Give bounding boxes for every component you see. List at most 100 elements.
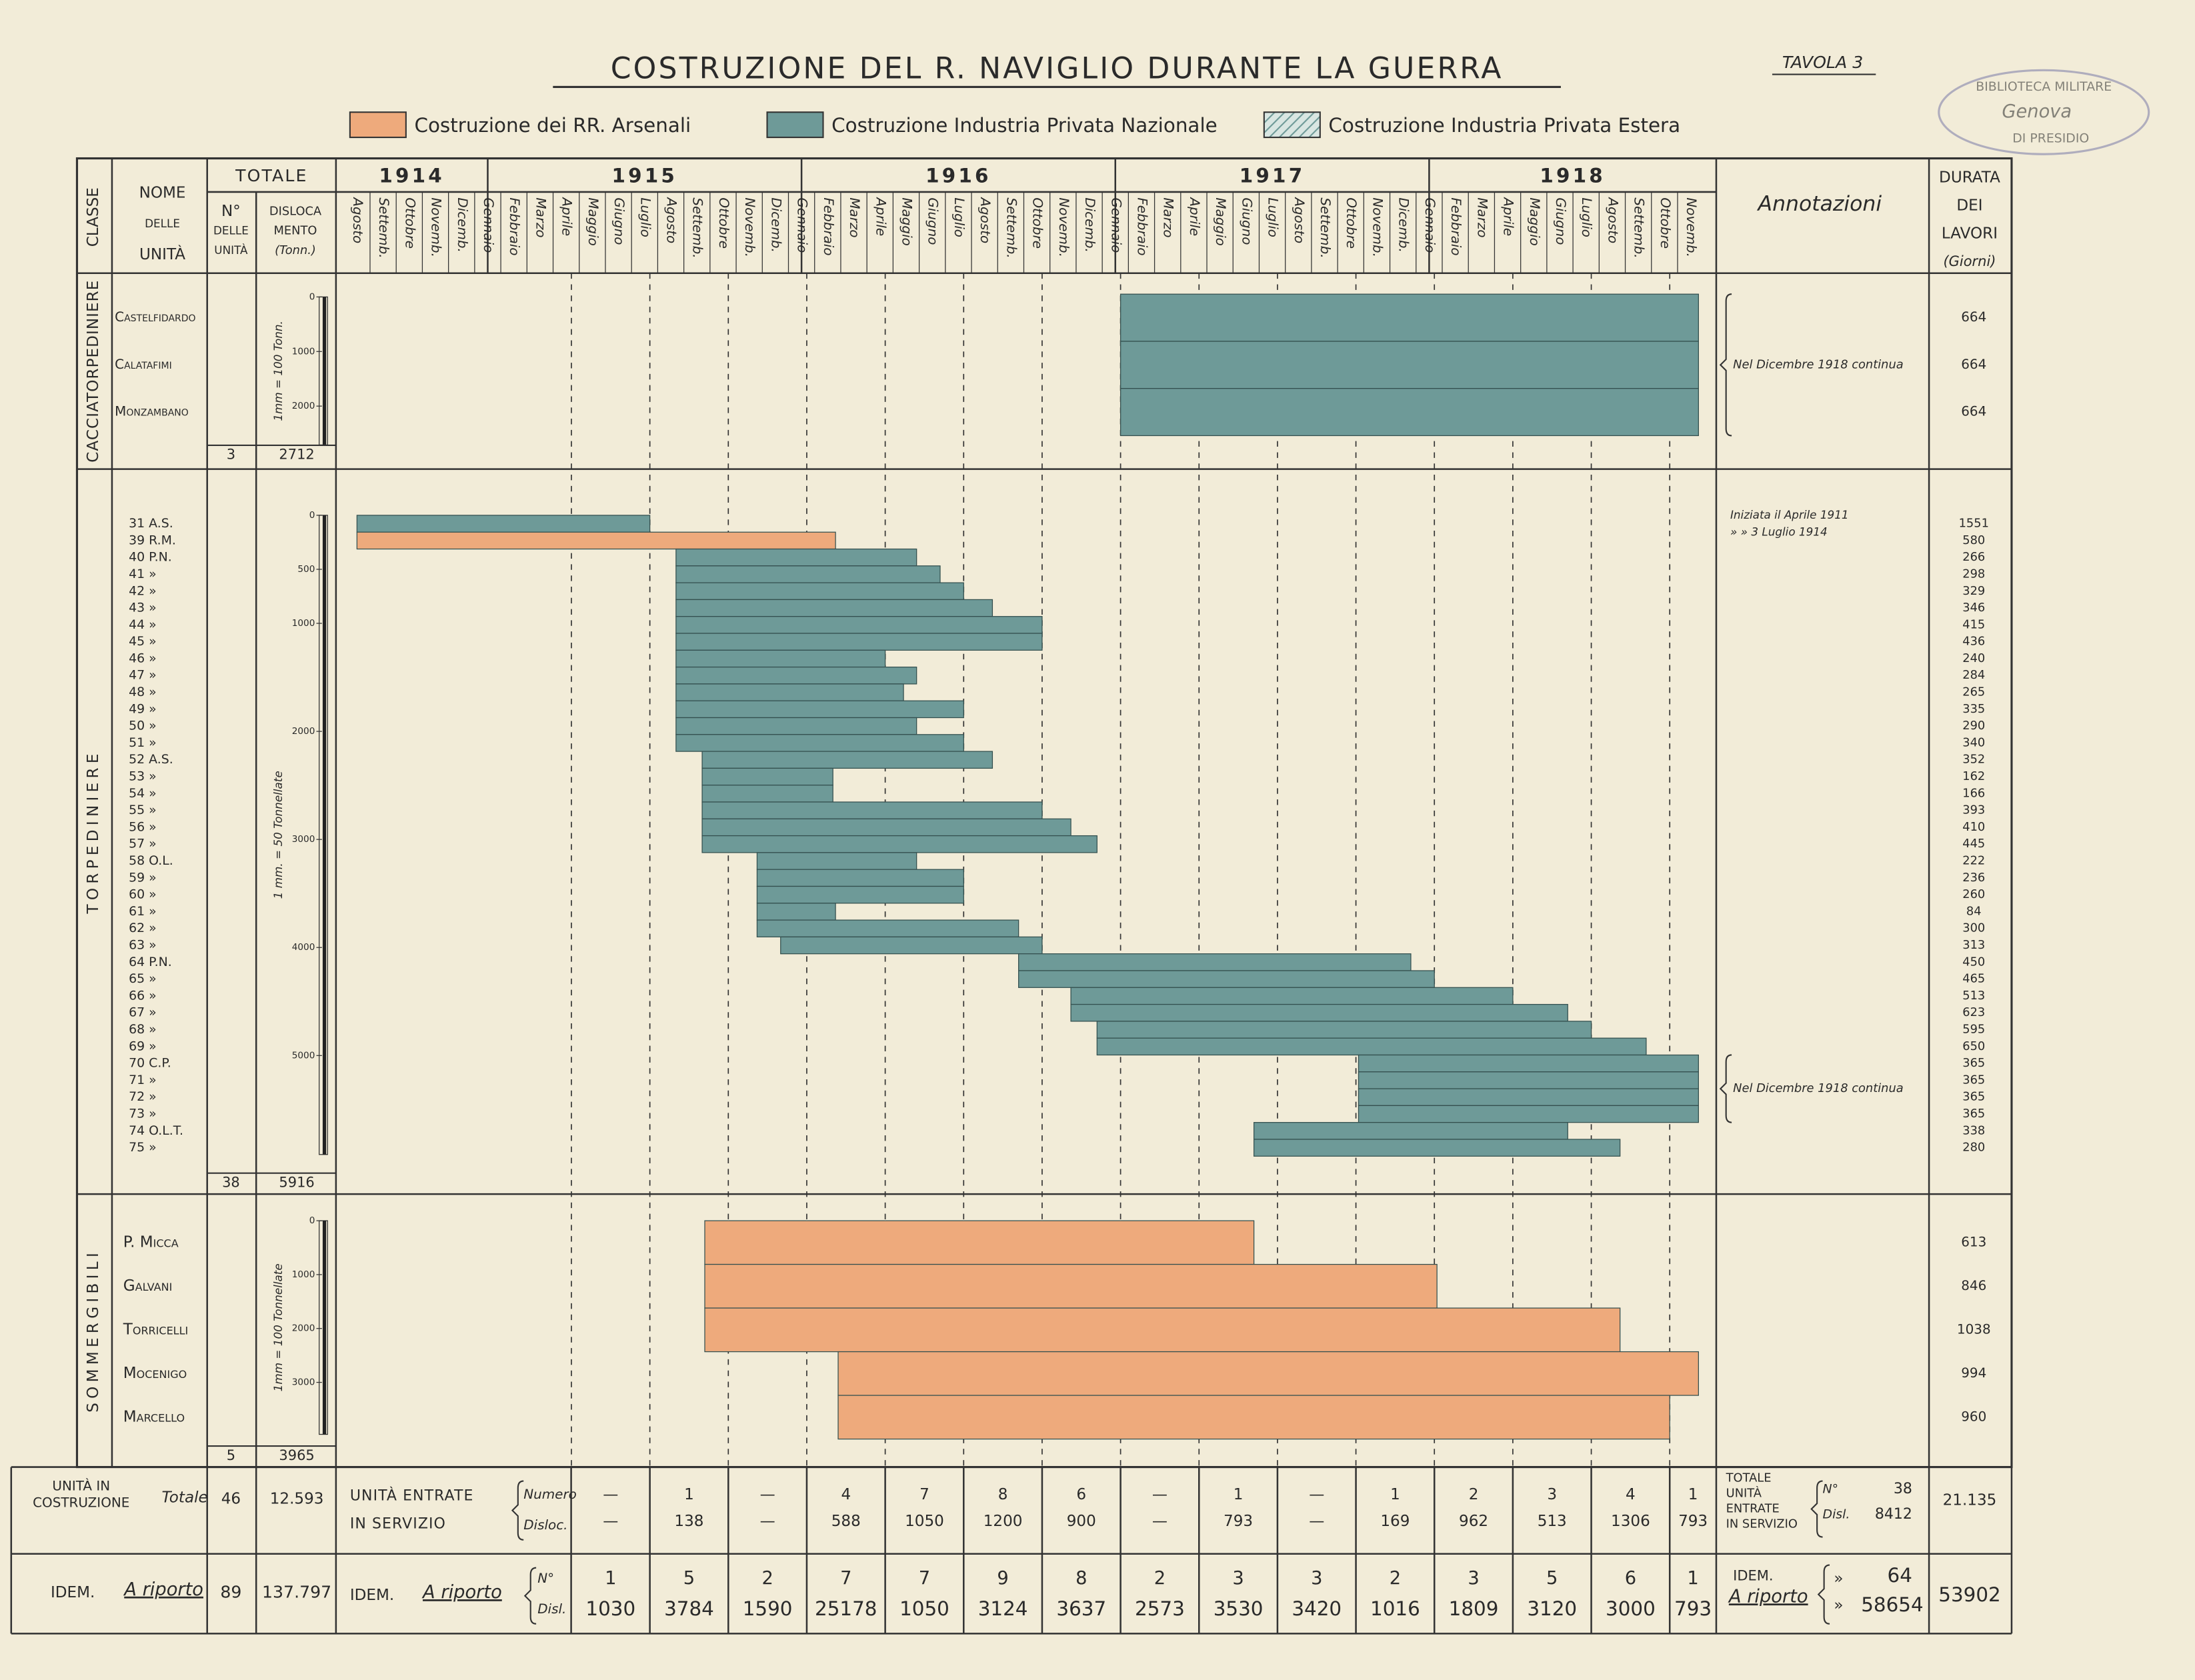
duration: 415 xyxy=(1962,617,1985,631)
footer-displacement-value: 1200 xyxy=(983,1513,1023,1530)
carried-row-label: IDEM. xyxy=(350,1587,394,1604)
class-name: TORPEDINIERE xyxy=(85,749,102,914)
header-dislocamento: DISLOCA xyxy=(269,204,322,218)
brace xyxy=(1719,1054,1732,1123)
footer-label: UNITÀ IN xyxy=(52,1477,110,1493)
header-numero: DELLE xyxy=(213,224,249,237)
bar xyxy=(837,1395,1670,1440)
unit-name: 67 » xyxy=(129,1005,157,1020)
bar xyxy=(704,1307,1621,1353)
group-count: 5 xyxy=(227,1447,235,1463)
month-label: Maggio xyxy=(1213,197,1229,245)
unit-name: 47 » xyxy=(129,668,157,683)
scale-tick-label: 0 xyxy=(309,510,315,521)
bar xyxy=(701,785,833,803)
legend-swatch xyxy=(766,111,824,139)
scale-tick-label: 1000 xyxy=(292,346,315,357)
bar xyxy=(675,649,886,668)
duration: 340 xyxy=(1962,735,1985,749)
duration: 623 xyxy=(1962,1005,1985,1019)
month-label: Dicemb. xyxy=(455,197,471,253)
footer-displacement-value: 588 xyxy=(831,1513,861,1530)
footer-days-total: 21.135 xyxy=(1943,1491,1997,1509)
header-durata: DEI xyxy=(1956,197,1982,214)
year-label: 1916 xyxy=(925,164,991,187)
year-label: 1917 xyxy=(1240,164,1306,187)
unit-name: 72 » xyxy=(129,1089,157,1104)
scale-bar xyxy=(322,1221,327,1435)
month-label: Maggio xyxy=(585,197,601,245)
bar xyxy=(675,548,917,567)
carried-displacement-value: 3120 xyxy=(1527,1597,1577,1620)
unit-name: 46 » xyxy=(129,651,157,665)
brace xyxy=(1817,1564,1830,1625)
duration: 84 xyxy=(1966,904,1982,918)
carried-displacement-value: 3637 xyxy=(1056,1597,1106,1620)
bar xyxy=(675,599,993,617)
footer-number: 1 xyxy=(684,1486,694,1503)
stamp: BIBLIOTECA MILITARE Genova DI PRESIDIO xyxy=(1938,69,2150,155)
month-label: Febbraio xyxy=(1448,197,1464,255)
duration: 410 xyxy=(1962,820,1985,834)
bar xyxy=(756,885,964,904)
footer-total-label: IN SERVIZIO xyxy=(1726,1517,1798,1531)
unit-name: 56 » xyxy=(129,819,157,834)
header-dislocamento: MENTO xyxy=(274,224,317,238)
group-count: 3 xyxy=(227,447,235,463)
footer-number: — xyxy=(760,1486,775,1503)
header-numero: N° xyxy=(221,203,241,220)
duration: 240 xyxy=(1962,651,1985,665)
bar xyxy=(675,565,941,583)
month-label: Agosto xyxy=(1292,196,1308,243)
class-name: CACCIATORPEDINIERE xyxy=(85,280,102,463)
unit-name: 49 » xyxy=(129,701,157,716)
unit-note: Iniziata il Aprile 1911 xyxy=(1730,508,1849,521)
footer-count: 46 xyxy=(221,1490,241,1507)
month-label: Febbraio xyxy=(1134,197,1150,255)
duration: 280 xyxy=(1962,1141,1985,1155)
bar xyxy=(837,1351,1699,1396)
carried-number: 8 xyxy=(1075,1568,1087,1589)
unit-name: Castelfidardo xyxy=(115,309,195,325)
unit-name: 55 » xyxy=(129,803,157,817)
carried-label: IDEM. xyxy=(51,1584,95,1601)
bar xyxy=(704,1220,1255,1265)
footer-total-label: ENTRATE xyxy=(1726,1502,1780,1516)
duration: 465 xyxy=(1962,972,1985,986)
brace xyxy=(511,1480,524,1541)
month-label: Ottobre xyxy=(402,197,418,249)
month-label: Settemb. xyxy=(1003,197,1019,258)
unit-name: 60 » xyxy=(129,887,157,902)
carried-total-label: IDEM. xyxy=(1733,1567,1773,1583)
unit-name: 64 P.N. xyxy=(129,955,172,969)
carried-number: 3 xyxy=(1468,1568,1479,1589)
month-label: Settemb. xyxy=(1632,197,1648,258)
bar xyxy=(701,767,833,786)
duration: 352 xyxy=(1962,753,1985,767)
month-label: Marzo xyxy=(1161,197,1177,237)
group-displacement: 5916 xyxy=(279,1174,314,1190)
duration: 1038 xyxy=(1957,1321,1991,1337)
unit-name: 62 » xyxy=(129,921,157,935)
bar xyxy=(1070,987,1514,1005)
stamp-text: DI PRESIDIO xyxy=(2012,131,2089,146)
duration: 846 xyxy=(1961,1277,1986,1293)
carried-displacement-value: 3000 xyxy=(1606,1597,1656,1620)
carried-displacement-value: 1050 xyxy=(899,1597,949,1620)
chart-title: COSTRUZIONE DEL R. NAVIGLIO DURANTE LA G… xyxy=(611,51,1504,85)
bar xyxy=(1253,1139,1621,1157)
header-dislocamento: (Tonn.) xyxy=(275,243,316,257)
year-label: 1915 xyxy=(612,164,678,187)
header-numero: UNITÀ xyxy=(214,243,248,257)
scale-tick-label: 5000 xyxy=(292,1050,315,1061)
year-label: 1918 xyxy=(1540,164,1606,187)
month-label: Ottobre xyxy=(1030,197,1046,249)
carried-number: 2 xyxy=(1390,1568,1401,1589)
carried-number: 1 xyxy=(1687,1568,1698,1589)
bar xyxy=(675,734,964,752)
carried-displacement-value: 1809 xyxy=(1449,1597,1499,1620)
scale-tick-label: 2000 xyxy=(292,726,315,737)
duration: 266 xyxy=(1962,550,1985,564)
bar xyxy=(1018,953,1412,971)
carried-number-label: N° xyxy=(537,1570,554,1586)
